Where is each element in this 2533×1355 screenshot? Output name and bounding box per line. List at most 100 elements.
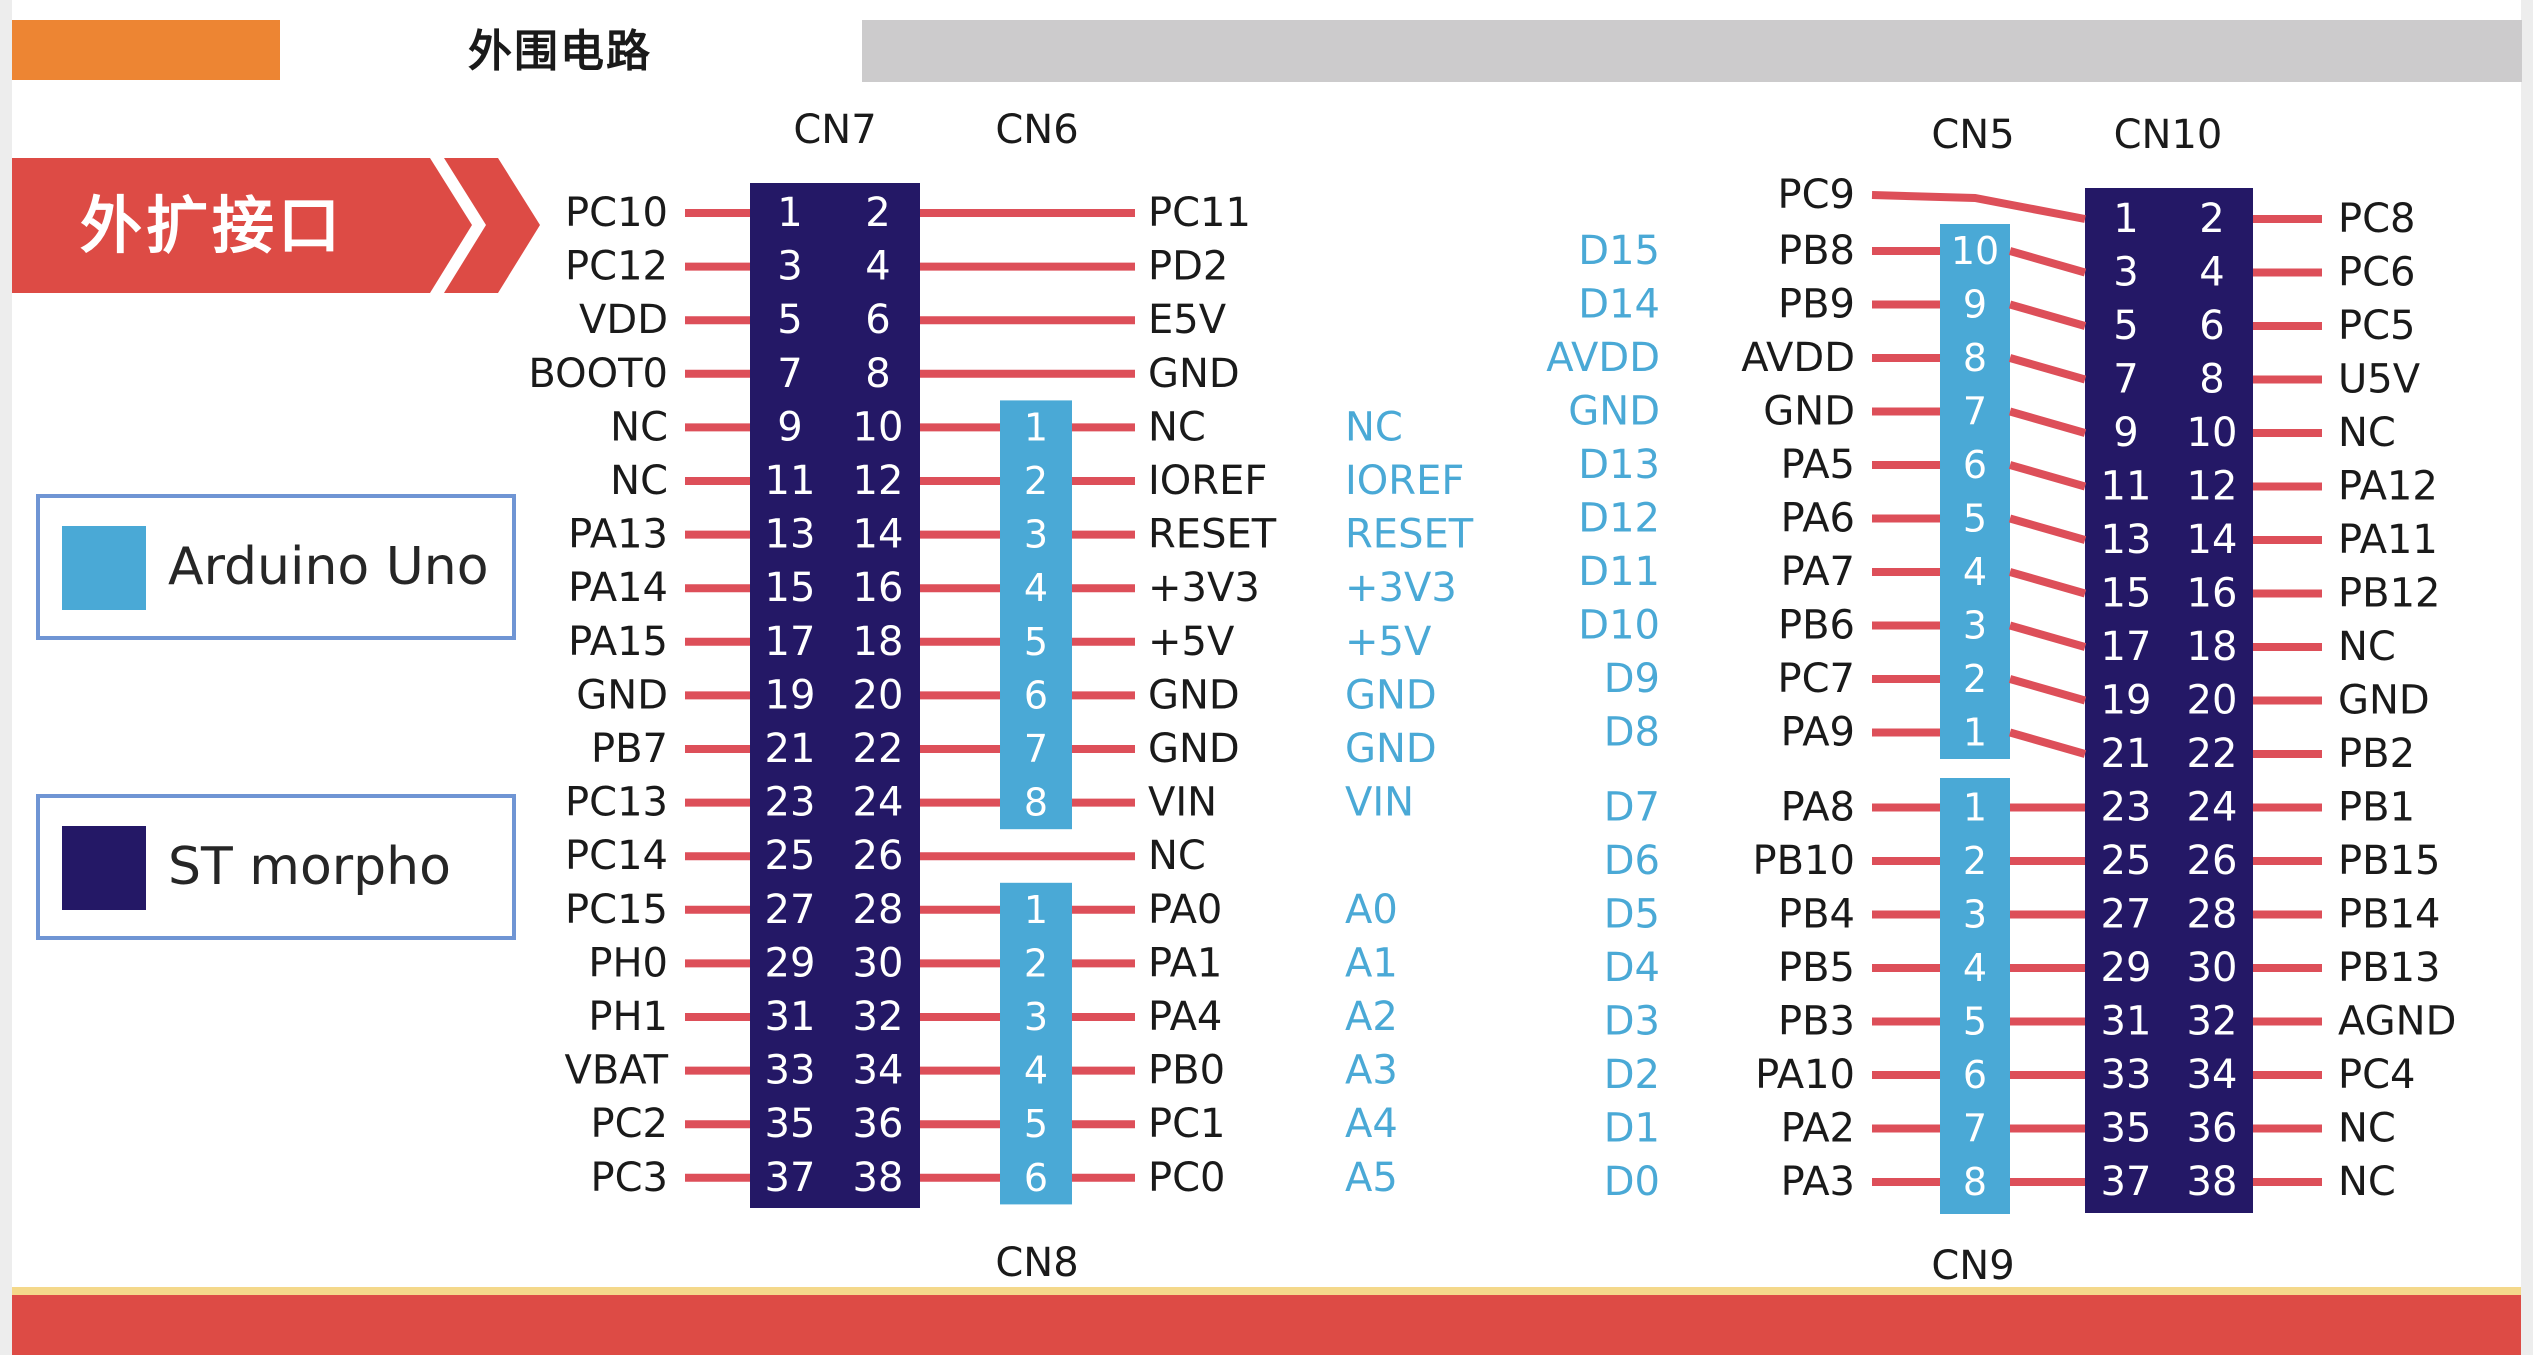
cn7-pin-odd: 19: [765, 672, 816, 718]
cn5-pin: 5: [1963, 497, 1987, 541]
cn7-pin-even: 10: [853, 404, 904, 450]
cn10-left-label: PB8: [1778, 228, 1855, 274]
cn10-pin-odd: 13: [2101, 517, 2152, 563]
cn10-pin-odd: 27: [2101, 892, 2152, 938]
cn5-pin: 8: [1963, 336, 1987, 380]
cn7-left-label: NC: [610, 458, 668, 504]
cn7-pin-even: 12: [853, 458, 904, 504]
cn10-left-label: PA5: [1781, 442, 1855, 488]
cn10-left-label: PA8: [1781, 785, 1855, 831]
cn7-right-label: NC: [1148, 833, 1206, 879]
cn10-right-label: NC: [2338, 1106, 2396, 1152]
cn10-pin-even: 4: [2199, 250, 2224, 296]
cn5-to-cn10-wire: [2008, 354, 2087, 384]
cn10-pin-even: 16: [2187, 571, 2238, 617]
cn5-pin: 4: [1963, 550, 1987, 594]
page-title: 外围电路: [468, 26, 652, 77]
cn7-left-label: PA15: [568, 619, 668, 665]
cn5-to-cn10-wire: [2008, 568, 2087, 598]
cn10-pin-odd: 35: [2101, 1106, 2152, 1152]
cn7-pin-even: 22: [853, 726, 904, 772]
cn7-pin-odd: 7: [777, 351, 802, 397]
cn5-arduino-label: D14: [1578, 282, 1660, 328]
cn9-title: CN9: [1931, 1243, 2014, 1289]
cn5-pin: 10: [1951, 229, 1999, 273]
cn5-pin: 2: [1963, 657, 1987, 701]
footer-red-bar: [12, 1295, 2521, 1355]
orange-accent-bar: [12, 20, 280, 80]
cn6-arduino-label: +3V3: [1345, 565, 1457, 611]
cn7-right-label: PA0: [1148, 887, 1222, 933]
cn10-right-label: NC: [2338, 410, 2396, 456]
cn5-to-cn10-wire: [2008, 514, 2087, 544]
cn6-arduino-label: GND: [1345, 672, 1437, 718]
legend-label-arduino-uno: Arduino Uno: [168, 537, 489, 597]
cn10-pin-even: 14: [2187, 517, 2238, 563]
cn7-pin-even: 26: [853, 833, 904, 879]
banner-arrow-shape: [12, 158, 540, 293]
cn10-pin-odd: 5: [2113, 303, 2138, 349]
cn7-pin-odd: 13: [765, 512, 816, 558]
cn10-left-label: PA6: [1781, 496, 1855, 542]
cn5-pin: 6: [1963, 443, 1987, 487]
cn7-pin-odd: 21: [765, 726, 816, 772]
cn10-pin-even: 28: [2187, 892, 2238, 938]
cn9-arduino-label: D5: [1604, 892, 1660, 938]
right-border: [2521, 0, 2533, 1355]
footer-yellow-strip: [12, 1287, 2521, 1295]
cn8-pin: 5: [1024, 1102, 1048, 1146]
cn6-pin: 4: [1024, 566, 1048, 610]
cn7-left-label: PH1: [588, 994, 668, 1040]
cn5-to-cn10-wire: [2008, 247, 2087, 277]
cn10-pin-odd: 17: [2101, 624, 2152, 670]
cn5-to-cn10-wire: [2008, 461, 2087, 491]
cn10-pin-even: 8: [2199, 357, 2224, 403]
cn5-pin: 9: [1963, 283, 1987, 327]
cn10-left-label: PA2: [1781, 1106, 1855, 1152]
cn10-right-label: PA12: [2338, 464, 2438, 510]
cn7-right-label: PD2: [1148, 244, 1228, 290]
cn5-title: CN5: [1931, 112, 2014, 158]
cn7-pin-even: 38: [853, 1155, 904, 1201]
gray-header-bar: [862, 20, 2522, 82]
cn7-pin-even: 18: [853, 619, 904, 665]
cn10-pin-odd: 11: [2101, 464, 2152, 510]
cn7-pin-even: 30: [853, 940, 904, 986]
cn10-pin-odd: 37: [2101, 1159, 2152, 1205]
cn7-pin-odd: 33: [765, 1048, 816, 1094]
cn7-right-label: GND: [1148, 726, 1240, 772]
cn7-left-label: PC14: [565, 833, 668, 879]
legend-item-st-morpho: ST morpho: [36, 794, 516, 940]
cn9-arduino-label: D0: [1604, 1159, 1660, 1205]
cn9-pin: 8: [1963, 1160, 1987, 1204]
cn10-right-label: PC8: [2338, 196, 2416, 242]
cn9-arduino-label: D6: [1604, 838, 1660, 884]
cn10-pin-odd: 29: [2101, 945, 2152, 991]
cn10-pin-odd: 21: [2101, 731, 2152, 777]
cn10-right-label: NC: [2338, 624, 2396, 670]
cn9-arduino-label: D1: [1604, 1106, 1660, 1152]
cn7-left-label: BOOT0: [528, 351, 668, 397]
cn10-pin-even: 22: [2187, 731, 2238, 777]
cn10-pin-even: 12: [2187, 464, 2238, 510]
cn10-pin-odd: 7: [2113, 357, 2138, 403]
arduino-uno-swatch: [62, 526, 146, 610]
cn7-left-label: PC13: [565, 780, 668, 826]
cn6-arduino-label: +5V: [1345, 619, 1432, 665]
cn10-left-label: PA3: [1781, 1159, 1855, 1205]
cn7-left-label: PC3: [591, 1155, 669, 1201]
cn5-arduino-label: D9: [1604, 656, 1660, 702]
cn7-pin-even: 36: [853, 1101, 904, 1147]
cn7-right-label: PC11: [1148, 190, 1251, 236]
cn9-arduino-label: D4: [1604, 945, 1660, 991]
cn7-pin-even: 34: [853, 1048, 904, 1094]
cn7-pin-odd: 31: [765, 994, 816, 1040]
cn10-right-label: PC4: [2338, 1052, 2416, 1098]
cn5-arduino-label: AVDD: [1546, 335, 1660, 381]
cn7-pin-odd: 29: [765, 940, 816, 986]
cn10-left-label: GND: [1763, 389, 1855, 435]
cn6-pin: 6: [1024, 673, 1048, 717]
cn7-right-label: E5V: [1148, 297, 1227, 343]
cn10-left-label: PC7: [1778, 656, 1856, 702]
